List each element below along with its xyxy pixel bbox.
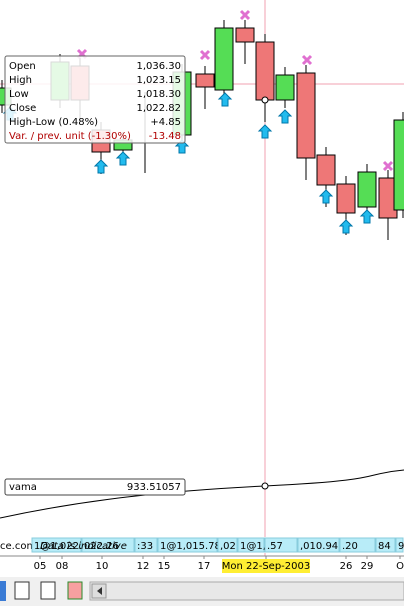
buy-arrow (338, 219, 354, 234)
crosshair-point (261, 482, 269, 490)
ticker-item: .57 (267, 541, 283, 552)
sell-cross (382, 160, 394, 172)
sell-cross (239, 9, 251, 21)
date-label: 12 (137, 561, 150, 572)
candle (275, 74, 295, 101)
tool-button[interactable] (67, 581, 83, 600)
buy-arrow (93, 159, 109, 174)
info-value: 1,022.82 (136, 103, 181, 114)
candle (296, 72, 316, 159)
date-label: 17 (198, 561, 211, 572)
ticker-cell (237, 537, 265, 553)
ticker-cell (339, 537, 376, 553)
ticker-item: .20 (342, 541, 358, 552)
candle (195, 73, 215, 88)
candle (235, 27, 255, 43)
info-label: High (9, 75, 32, 86)
tool-button[interactable] (0, 581, 6, 601)
info-value: 1,036.30 (136, 61, 181, 72)
date-label: 05 (34, 561, 47, 572)
date-label: 08 (56, 561, 69, 572)
candle (336, 183, 356, 214)
buy-arrow (257, 124, 273, 139)
sell-cross (199, 49, 211, 61)
date-label: 10 (96, 561, 109, 572)
info-value: 1,018.30 (136, 89, 181, 100)
ticker-item: 1@1,022.68 (34, 541, 95, 552)
candle (357, 171, 377, 208)
arrow-icon (97, 587, 102, 595)
buy-arrow (217, 92, 233, 107)
date-highlight (222, 559, 310, 573)
ticker-cell (217, 537, 238, 553)
ticker-cell (31, 537, 82, 553)
ticker-cell (264, 537, 298, 553)
candle (255, 41, 275, 101)
ticker-cell (395, 537, 404, 553)
date-label: Mon 22-Sep-2003 (222, 561, 311, 572)
info-value: 1,023.15 (136, 75, 181, 86)
info-label: Var. / prev. unit (-1.30%) (9, 131, 131, 142)
info-label: Close (9, 103, 36, 114)
buy-arrow (318, 189, 334, 204)
indicator-label: vama (9, 482, 37, 493)
ticker-item: 022.26 (84, 541, 119, 552)
info-label: Low (9, 89, 29, 100)
tool-button[interactable] (14, 581, 30, 600)
date-label: O (396, 561, 404, 572)
info-rows: Open 1,036.30 High 1,023.15 Low 1,018.30 Close… (9, 61, 181, 142)
info-value: +4.85 (150, 117, 181, 128)
ticker-item: 1@1,015.78 (160, 541, 221, 552)
crosshair-point (261, 96, 269, 104)
ticker-item: ,02 (220, 541, 236, 552)
ticker-cell (157, 537, 218, 553)
sell-cross (301, 54, 313, 66)
ticker-items: 1@1,022.68022.26:331@1,015.78,021@1,037.… (31, 537, 404, 553)
date-label: 29 (361, 561, 374, 572)
indicator-value: 933.51057 (127, 482, 181, 493)
ticker-item: :33 (137, 541, 153, 552)
candle (214, 27, 234, 91)
candle (316, 154, 336, 186)
info-value: -13.48 (149, 131, 181, 142)
info-label: High-Low (0.48%) (9, 117, 98, 128)
ticker-source: ce.com (0, 541, 36, 552)
buy-arrow (359, 209, 375, 224)
ticker-cell (297, 537, 340, 553)
ticker-cell (134, 537, 158, 553)
date-axis: 05 08 10 12 15 17 Mon 22-Sep-2003 26 29 O (34, 556, 404, 573)
info-label: Open (9, 61, 36, 72)
ticker-item: 84 (378, 541, 391, 552)
info-box (4, 55, 186, 144)
buy-arrow (115, 151, 131, 166)
tool-button[interactable] (40, 581, 56, 600)
ticker-note: Data is indicative (40, 541, 127, 552)
date-label: 15 (158, 561, 171, 572)
indicator-box (4, 478, 186, 496)
buy-arrow (277, 109, 293, 124)
date-label: 26 (340, 561, 353, 572)
ticker-item: ,010.94 (300, 541, 338, 552)
scrollbar[interactable] (89, 581, 404, 601)
candle (393, 119, 404, 211)
ticker-cell (81, 537, 135, 553)
ticker-item: 9 (398, 541, 404, 552)
ticker-cell (375, 537, 396, 553)
